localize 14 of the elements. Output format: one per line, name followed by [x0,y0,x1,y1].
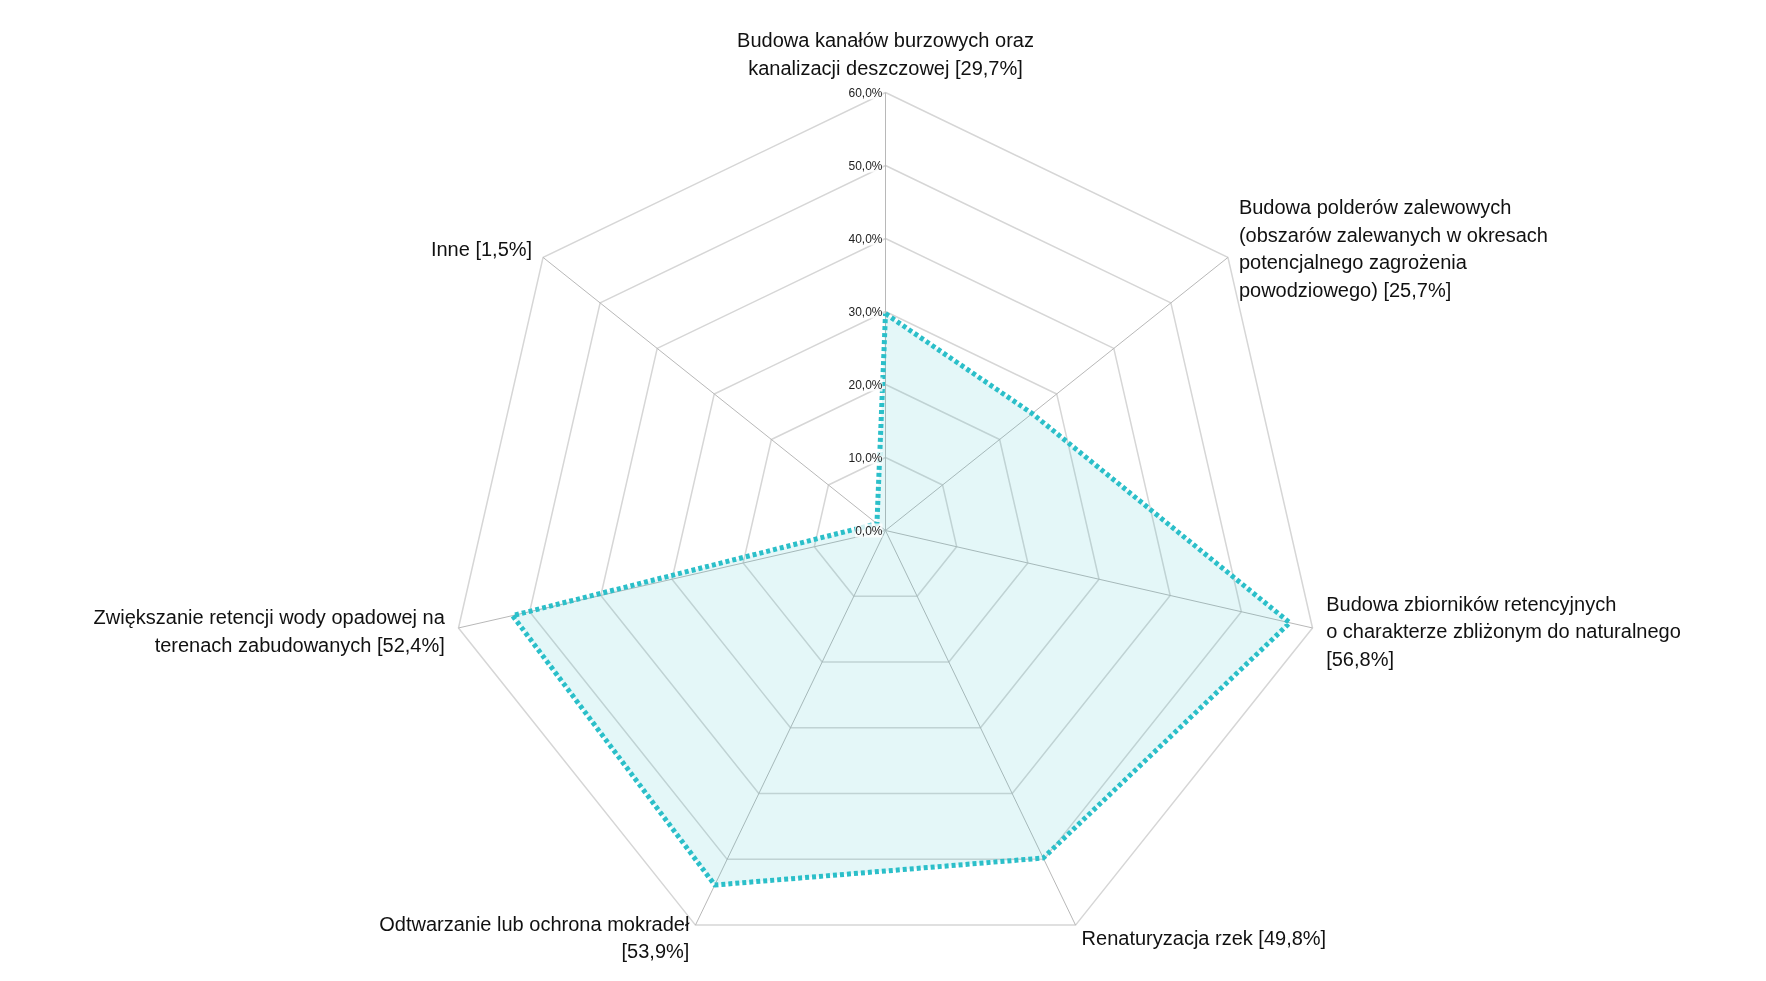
y-tick-label: 10,0% [848,450,883,465]
spoke-label: Renaturyzacja rzek [49,8%] [1081,926,1327,949]
spoke-label: Budowa polderów zalewowych (obszarów zalewanych w okresach potencjalnego zagrożenia powodziowego) [25,7%] [1238,196,1548,301]
spoke-label: Budowa kanałów burzowych oraz kanalizacji deszczowej [29,7%] [737,29,1034,79]
y-tick-label: 40,0% [848,231,883,246]
y-tick-label: 0,0% [855,523,883,538]
spoke-label: Inne [1,5%] [430,237,533,260]
y-tick-label: 60,0% [848,85,883,100]
spoke-label: Zwiększanie retencji wody opadowej na terenach zabudowanych [52,4%] [93,606,446,656]
y-tick-label: 20,0% [848,377,883,392]
spoke-label: Budowa zbiorników retencyjnych o charakterze zbliżonym do naturalnego [56,8%] [1326,592,1681,670]
spoke-label: Odtwarzanie lub ochrona mokradeł [53,9%] [379,912,690,963]
y-tick-label: 50,0% [848,158,883,173]
y-tick-label: 30,0% [848,304,883,319]
